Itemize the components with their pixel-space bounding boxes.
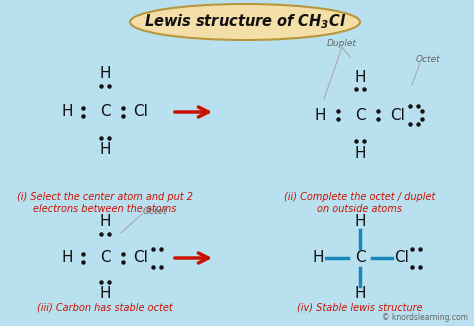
Text: Cl: Cl — [134, 250, 148, 265]
Text: Octet: Octet — [143, 208, 168, 216]
Text: H: H — [354, 287, 366, 302]
Text: © knordslearning.com: © knordslearning.com — [382, 313, 468, 322]
Text: H: H — [99, 287, 111, 302]
Text: H: H — [99, 142, 111, 157]
Text: Cl: Cl — [134, 105, 148, 120]
Text: H: H — [312, 250, 324, 265]
Ellipse shape — [130, 4, 360, 40]
Text: (iv) Stable lewis structure: (iv) Stable lewis structure — [297, 302, 423, 312]
Text: C: C — [355, 250, 365, 265]
Text: H: H — [99, 215, 111, 230]
Text: H: H — [354, 145, 366, 160]
Text: Duplet: Duplet — [327, 38, 357, 48]
Text: (iii) Carbon has stable octet: (iii) Carbon has stable octet — [37, 302, 173, 312]
Text: Octet: Octet — [416, 54, 440, 64]
Text: $\bfit{Lewis\ structure\ of\ CH_3Cl}$: $\bfit{Lewis\ structure\ of\ CH_3Cl}$ — [144, 13, 346, 31]
Text: H: H — [354, 215, 366, 230]
Text: C: C — [100, 250, 110, 265]
Text: H: H — [99, 67, 111, 82]
Text: C: C — [100, 105, 110, 120]
Text: H: H — [314, 108, 326, 123]
Text: H: H — [61, 250, 73, 265]
Text: H: H — [354, 69, 366, 84]
Text: C: C — [355, 108, 365, 123]
Text: Cl: Cl — [391, 108, 405, 123]
Text: H: H — [61, 105, 73, 120]
Text: (i) Select the center atom and put 2
electrons between the atoms: (i) Select the center atom and put 2 ele… — [17, 192, 193, 214]
Text: Cl: Cl — [394, 250, 410, 265]
Text: (ii) Complete the octet / duplet
on outside atoms: (ii) Complete the octet / duplet on outs… — [284, 192, 436, 214]
